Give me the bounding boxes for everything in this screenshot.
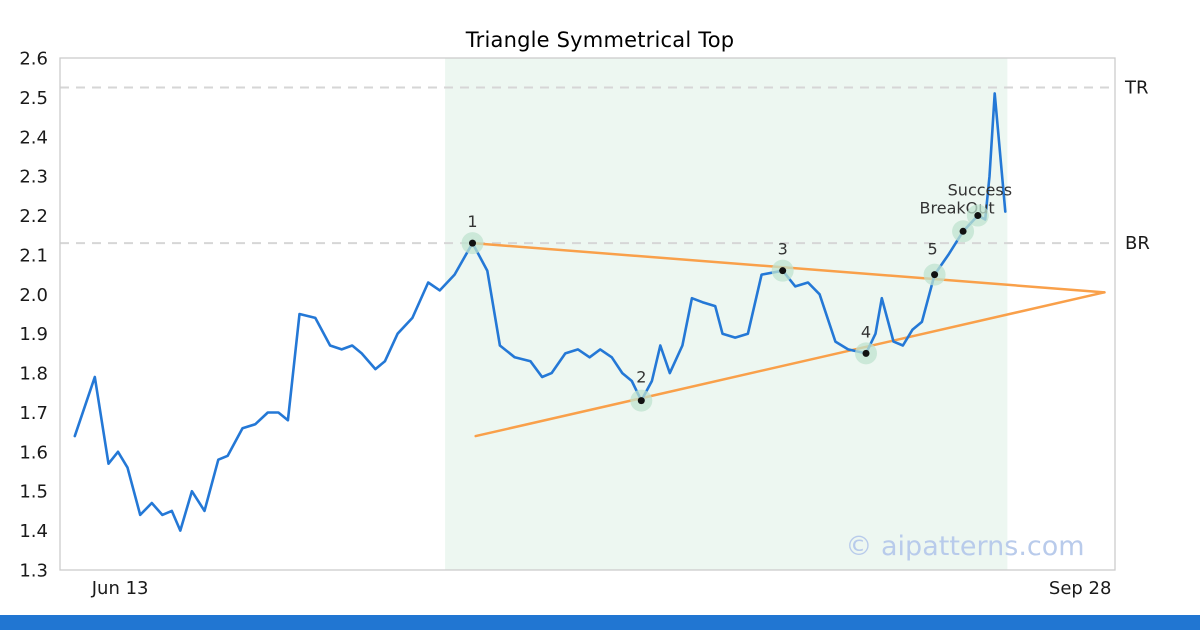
br-label: BR [1125,233,1150,254]
price-line [73,92,1007,532]
marker-label-2: 2 [636,368,646,387]
y-tick-label: 2.3 [19,167,48,188]
y-tick-label: 1.7 [19,403,48,424]
y-tick-label: 2.2 [19,206,48,227]
marker-dot-1 [469,239,477,247]
marker-label-5: 5 [928,240,938,259]
y-tick-label: 2.1 [19,245,48,266]
y-tick-label: 2.4 [19,127,48,148]
x-tick-label: Jun 13 [91,578,149,599]
tr-label: TR [1124,78,1149,99]
y-tick-label: 1.3 [19,561,48,582]
y-tick-label: 2.5 [19,88,48,109]
marker-dot-breakout [959,227,967,235]
marker-label-1: 1 [467,212,477,231]
marker-label-success: Success [948,181,1012,200]
plot-border [59,57,1116,571]
lower-trendline [474,291,1106,438]
chart-title: Triangle Symmetrical Top [465,28,735,52]
y-tick-label: 1.4 [19,521,48,542]
y-tick-label: 1.6 [19,442,48,463]
marker-dot-3 [779,267,787,275]
y-tick-label: 1.9 [19,324,48,345]
marker-dot-success [974,212,982,220]
y-tick-label: 2.6 [19,49,48,70]
marker-dot-4 [862,349,870,357]
pattern-shaded-region [445,58,1008,570]
x-tick-label: Sep 28 [1049,578,1112,599]
y-tick-label: 1.8 [19,364,48,385]
y-tick-label: 2.0 [19,285,48,306]
y-tick-label: 1.5 [19,482,48,503]
marker-dot-2 [637,397,645,405]
marker-label-3: 3 [778,240,788,259]
watermark: © aipatterns.com [845,531,1084,562]
marker-label-4: 4 [861,322,871,341]
marker-dot-5 [931,271,939,279]
bottom-accent-bar [0,615,1200,630]
